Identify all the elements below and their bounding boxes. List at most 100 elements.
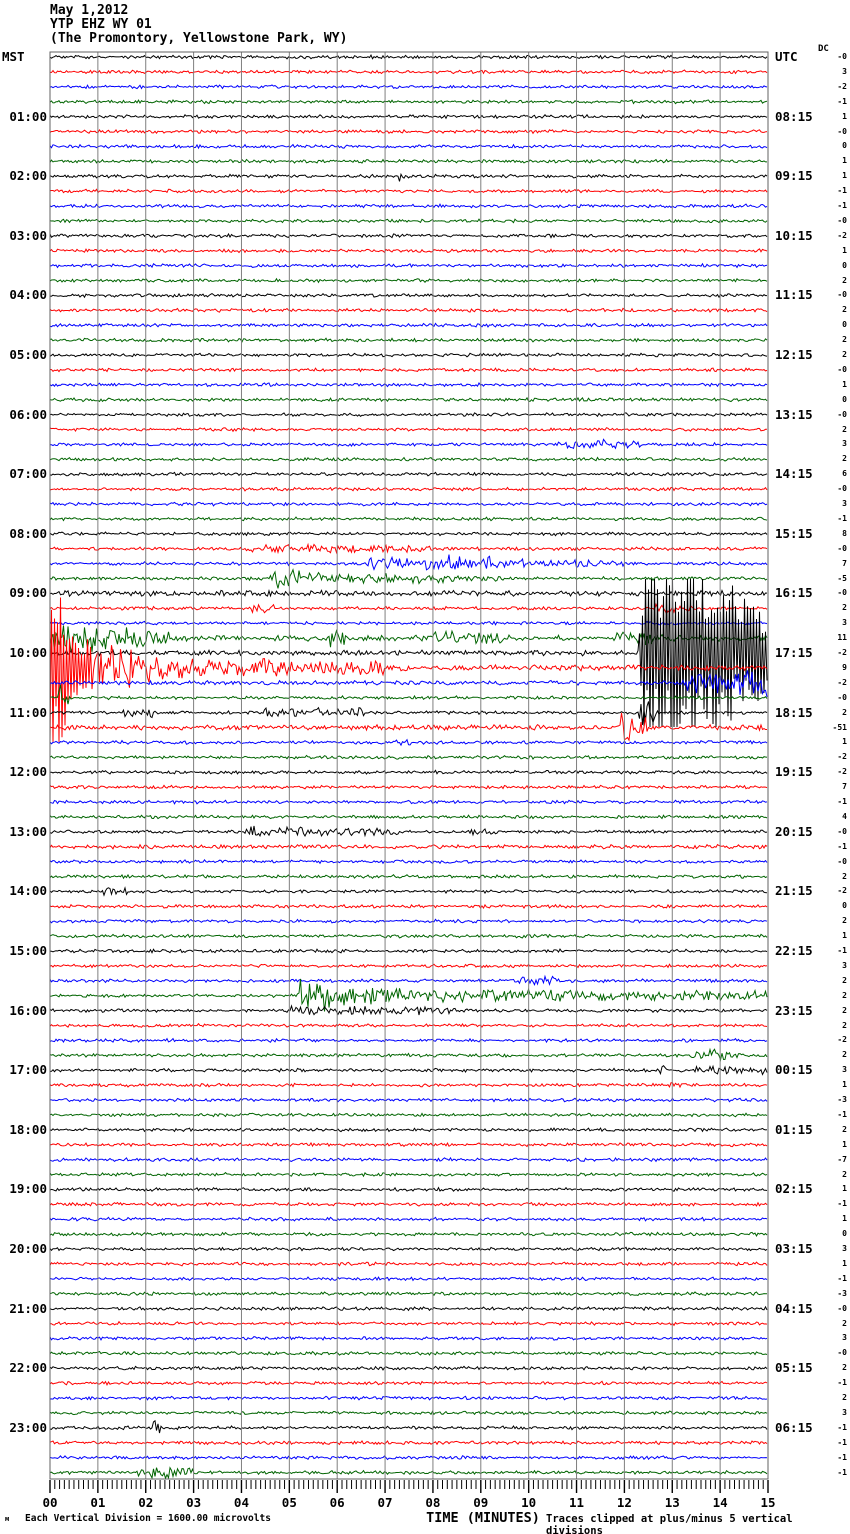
utc-hour-label: 19:15 [775, 764, 813, 780]
utc-hour-label: 11:15 [775, 287, 813, 303]
seismogram-trace [49, 382, 768, 388]
mst-hour-label: 17:00 [9, 1062, 47, 1078]
dc-offset-value: -0 [837, 409, 847, 419]
x-tick-label: 08 [425, 1495, 441, 1510]
seismogram-trace [49, 218, 768, 224]
dc-offset-value: 8 [842, 528, 847, 538]
dc-offset-value: 0 [842, 141, 847, 151]
seismogram-trace [49, 1419, 768, 1434]
dc-offset-value: 1 [842, 931, 847, 941]
dc-offset-value: 1 [842, 379, 847, 389]
x-tick-label: 01 [90, 1495, 106, 1510]
dc-offset-value: -0 [837, 52, 847, 61]
seismogram-trace [49, 738, 768, 747]
dc-offset-value: 1 [842, 1214, 847, 1224]
dc-offset-value: 1 [842, 111, 847, 121]
dc-offset-value: -0 [837, 543, 847, 553]
dc-offset-value: -3 [837, 1288, 847, 1298]
dc-offset-value: 2 [842, 1363, 847, 1373]
seismogram-trace [49, 99, 768, 105]
dc-offset-value: 7 [842, 782, 847, 792]
seismogram-trace [49, 978, 768, 1012]
dc-offset-value: -0 [837, 1303, 847, 1313]
dc-offset-value: 2 [842, 603, 847, 613]
seismogram-trace [50, 769, 768, 775]
seismogram-trace [49, 396, 768, 403]
utc-hour-label: 16:15 [775, 585, 813, 601]
mst-hour-label: 12:00 [9, 764, 47, 780]
dc-offset-value: 11 [837, 633, 847, 643]
dc-offset-value: 2 [842, 1169, 847, 1179]
utc-hour-label: 04:15 [775, 1300, 813, 1316]
seismogram-trace [49, 886, 768, 897]
dc-offset-value: -0 [837, 126, 847, 136]
seismogram-trace [49, 1141, 768, 1148]
mst-hour-label: 01:00 [9, 108, 47, 124]
seismogram-trace [49, 322, 768, 328]
seismogram-trace [49, 1082, 768, 1089]
dc-offset-value: -1 [837, 1422, 847, 1432]
dc-offset-header: DC [818, 44, 829, 54]
seismogram-trace [49, 232, 768, 239]
utc-hour-label: 17:15 [775, 645, 813, 660]
seismogram-trace [49, 754, 768, 761]
seismogram-trace [49, 1261, 768, 1267]
dc-offset-value: -1 [837, 201, 847, 210]
utc-hour-label: 10:15 [775, 227, 813, 243]
seismogram-trace [49, 670, 768, 698]
utc-hour-label: 13:15 [775, 406, 813, 422]
seismogram-trace [49, 1231, 768, 1237]
dc-offset-value: 2 [842, 275, 847, 285]
dc-offset-value: -5 [837, 573, 847, 583]
seismogram-trace [49, 84, 768, 90]
utc-hour-label: 14:15 [775, 466, 813, 482]
dc-offset-value: -1 [837, 1437, 847, 1447]
seismogram-trace [49, 602, 768, 616]
dc-offset-value: -0 [837, 364, 847, 374]
seismogram-trace [49, 471, 768, 477]
dc-offset-value: -0 [837, 484, 847, 494]
seismogram-trace [49, 367, 768, 373]
dc-offset-value: 0 [842, 1229, 847, 1239]
dc-offset-value: -1 [837, 1452, 847, 1462]
dc-offset-value: 4 [842, 811, 847, 821]
mst-hour-label: 21:00 [9, 1300, 47, 1316]
x-tick-label: 12 [616, 1495, 632, 1510]
seismogram-trace [49, 542, 768, 555]
x-tick-label: 03 [186, 1495, 202, 1510]
watermark-glyph: м [5, 1515, 10, 1523]
dc-offset-value: -1 [837, 96, 847, 106]
seismogram-trace [49, 1350, 768, 1356]
dc-offset-value: -2 [837, 648, 847, 657]
seismogram-trace [49, 292, 767, 299]
seismogram-trace [49, 1380, 768, 1387]
seismogram-trace [49, 1004, 768, 1016]
utc-hour-label: 12:15 [775, 347, 813, 362]
utc-hour-label: 15:15 [775, 525, 813, 541]
dc-offset-value: 1 [842, 245, 847, 255]
seismogram-trace [49, 1466, 768, 1480]
utc-hour-label: 08:15 [775, 108, 813, 124]
dc-offset-value: 2 [842, 1393, 847, 1402]
dc-offset-value: 3 [842, 1407, 847, 1417]
seismogram-trace [49, 620, 768, 626]
seismogram-trace [49, 1047, 768, 1062]
seismogram-trace [49, 53, 768, 60]
footer-clip-note: Traces clipped at plus/minus 5 vertical … [546, 1513, 793, 1534]
dc-offset-value: 3 [842, 66, 847, 76]
dc-offset-value: 2 [842, 1005, 847, 1015]
utc-hour-label: 21:15 [775, 883, 813, 899]
dc-offset-value: 0 [842, 320, 847, 330]
seismogram-trace [49, 1336, 768, 1341]
x-tick-label: 04 [233, 1495, 249, 1510]
dc-offset-value: -2 [837, 767, 847, 777]
dc-offset-value: -2 [837, 81, 847, 91]
seismogram-trace [49, 568, 768, 589]
trace-layer [49, 53, 768, 1480]
seismogram-trace [49, 625, 768, 655]
x-tick-label: 13 [664, 1495, 680, 1510]
seismogram-trace [49, 948, 768, 954]
seismogram-trace [49, 1112, 768, 1118]
title-location: (The Promontory, Yellowstone Park, WY) [50, 31, 348, 46]
dc-offset-value: 9 [842, 662, 847, 672]
